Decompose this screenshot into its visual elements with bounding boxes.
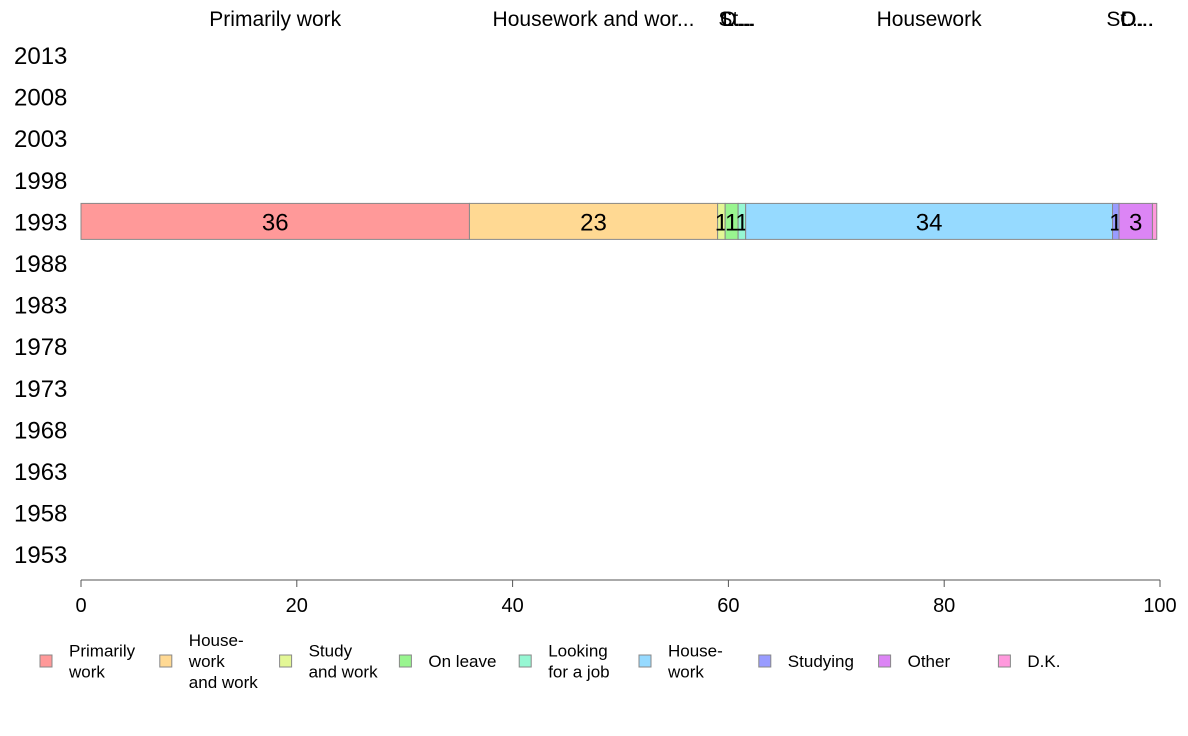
legend-label: Primarily (69, 642, 136, 661)
x-tick-label: 80 (933, 595, 955, 617)
top-category-label: D... (1121, 8, 1154, 31)
legend-item: House-work and work (159, 631, 258, 692)
y-axis-labels: 2013 2008 2003 1998 1993 1988 1983 1978 1973 1968… (14, 43, 67, 569)
y-tick-label: 1993 (14, 209, 67, 236)
y-tick-label: 2013 (14, 43, 67, 70)
legend-label: D.K. (1027, 652, 1060, 671)
y-tick-label: 1978 (14, 334, 67, 361)
legend-item: Primarily work (39, 642, 136, 682)
legend-swatch (518, 654, 532, 668)
y-tick-label: 1998 (14, 168, 67, 195)
legend-item: Study and work (279, 642, 378, 682)
y-tick-label: 1968 (14, 417, 67, 444)
legend-item: Other (878, 652, 951, 671)
legend-swatch (39, 654, 53, 668)
legend-swatch (997, 654, 1011, 668)
data-label: 3 (1129, 209, 1142, 236)
bar-segments: 36 23 111 34 1 3 (80, 202, 1158, 240)
legend-item: On leave (398, 652, 496, 671)
top-category-label: Housework and wor... (493, 8, 695, 31)
legend-label: work (188, 652, 225, 671)
x-tick-label: 60 (717, 595, 739, 617)
legend-label: for a job (548, 663, 609, 682)
y-tick-label: 1953 (14, 542, 67, 569)
top-category-label: O... (720, 8, 754, 31)
legend-label: House- (668, 642, 723, 661)
legend-swatch (279, 654, 293, 668)
legend-label: and work (189, 673, 258, 692)
top-category-label: L... (722, 8, 751, 31)
top-category-label: St... (1106, 8, 1143, 31)
legend-item: Looking for a job (518, 642, 610, 682)
legend-label: Other (908, 652, 951, 671)
top-category-label: Primarily work (209, 8, 341, 31)
legend-item: Studying (758, 652, 854, 671)
data-label: 34 (916, 209, 943, 236)
bar-segment (1151, 202, 1158, 240)
legend-item: D.K. (997, 652, 1060, 671)
y-tick-label: 2003 (14, 126, 67, 153)
legend-label: work (68, 663, 105, 682)
legend-label: On leave (428, 652, 496, 671)
data-label: 1 (725, 209, 738, 236)
legend-label: work (667, 663, 704, 682)
bar-segment (468, 202, 719, 240)
x-axis: 0 20 40 60 80 100 (75, 579, 1177, 617)
legend-swatch (159, 654, 173, 668)
bar-segment (745, 202, 1114, 240)
legend-swatch (398, 654, 412, 668)
y-tick-label: 1973 (14, 376, 67, 403)
y-tick-label: 1958 (14, 501, 67, 528)
top-category-labels: Primarily work Housework and wor... St...O… (209, 8, 1154, 31)
x-tick-label: 100 (1143, 595, 1176, 617)
y-tick-label: 1988 (14, 251, 67, 278)
legend-swatch (758, 654, 772, 668)
x-tick-label: 0 (75, 595, 86, 617)
legend-label: House- (189, 631, 244, 650)
legend-swatch (878, 654, 892, 668)
x-tick-label: 40 (501, 595, 523, 617)
data-label: 23 (580, 209, 607, 236)
top-category-label: O... (1120, 8, 1154, 31)
y-tick-label: 1963 (14, 459, 67, 486)
data-label: 36 (262, 209, 289, 236)
top-category-label: Housework (877, 8, 983, 31)
legend-label: Studying (788, 652, 854, 671)
legend-swatch (638, 654, 652, 668)
y-tick-label: 2008 (14, 85, 67, 112)
legend-label: and work (309, 663, 378, 682)
y-tick-label: 1983 (14, 293, 67, 320)
legend-label: Study (309, 642, 353, 661)
legend-label: Looking (548, 642, 608, 661)
legend-item: House-work (638, 642, 723, 682)
x-tick-label: 20 (286, 595, 308, 617)
top-category-label: St... (718, 8, 755, 31)
